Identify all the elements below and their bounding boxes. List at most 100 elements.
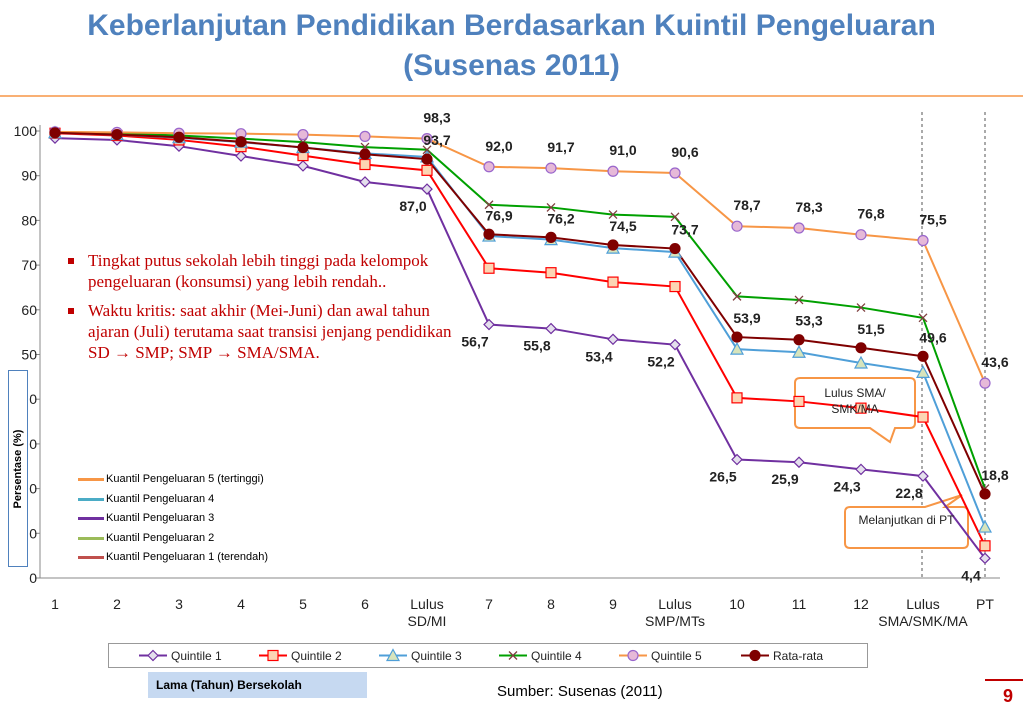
marker: [855, 342, 867, 354]
marker: [855, 402, 867, 414]
data-label: 53,4: [585, 348, 612, 364]
x-tick-label: 8: [547, 596, 555, 612]
marker: [853, 355, 869, 369]
y-tick-label: 50: [21, 347, 37, 363]
data-label: 53,9: [733, 310, 760, 326]
marker: [483, 161, 495, 173]
marker: [731, 453, 743, 466]
series-line: [54, 130, 986, 384]
y-tick-label: 70: [21, 257, 37, 273]
marker: [235, 136, 247, 148]
bullet: Tingkat putus sekolah lebih tinggi pada …: [68, 250, 453, 292]
marker: [979, 377, 991, 389]
data-label: 55,8: [523, 338, 550, 354]
callout: Melanjutkan di PT: [858, 513, 955, 527]
marker: [421, 164, 433, 176]
y-tick-label: 100: [14, 123, 38, 139]
y-tick-label: 0: [29, 481, 37, 497]
marker: [627, 649, 639, 662]
marker: [731, 220, 743, 232]
y-axis-title-box: Persentase (%): [8, 370, 28, 567]
marker: [422, 145, 432, 155]
data-label: 98,3: [423, 110, 450, 126]
data-label: 76,2: [547, 210, 574, 226]
data-label: 49,6: [919, 329, 946, 345]
marker: [359, 158, 371, 171]
data-label: 73,7: [671, 222, 698, 238]
data-label: 53,3: [795, 313, 822, 329]
marker: [545, 231, 557, 243]
series-line: [54, 132, 986, 547]
marker: [749, 649, 761, 662]
x-tick-label: 3: [175, 596, 183, 612]
x-tick-label: 9: [609, 596, 617, 612]
legend-swatch: [78, 556, 104, 560]
x-tick-label: 6: [361, 596, 369, 612]
marker: [979, 552, 991, 565]
marker: [483, 262, 495, 274]
x-tick-label: 1: [51, 596, 59, 612]
x-tick-label: 11: [791, 596, 807, 612]
data-label: 92,0: [485, 138, 512, 154]
callout: Lulus SMA/ SMK/MA: [824, 386, 886, 416]
marker: [732, 291, 742, 301]
marker: [421, 153, 433, 165]
legend-swatch: [78, 497, 104, 501]
data-label: 26,5: [709, 469, 736, 485]
marker: [545, 322, 557, 335]
y-tick-label: 0: [29, 391, 37, 407]
marker: [793, 456, 805, 469]
x-tick-label: 2: [113, 596, 121, 612]
marker: [267, 649, 279, 662]
marker: [545, 162, 557, 174]
data-label: 87,0: [399, 198, 426, 214]
legend-label: Quintile 4: [531, 649, 582, 663]
data-label: 51,5: [857, 321, 884, 337]
y-tick-label: 80: [21, 212, 37, 228]
y-axis-title: Persentase (%): [12, 429, 24, 508]
y-tick-label: 0: [29, 525, 37, 541]
marker: [793, 334, 805, 346]
marker: [729, 341, 745, 355]
legend-label: Kuantil Pengeluaran 4: [106, 492, 215, 505]
legend-swatch: [78, 517, 104, 521]
marker: [297, 141, 309, 154]
marker: [607, 333, 619, 346]
marker: [856, 303, 866, 313]
marker: [607, 165, 619, 177]
data-label: 24,3: [833, 478, 860, 494]
marker: [546, 202, 556, 212]
series-line: [54, 137, 986, 559]
x-tick-label: Lulus SMP/MTs: [645, 596, 705, 629]
legend-item: Kuantil Pengeluaran 1 (terendah): [78, 548, 293, 568]
marker: [111, 128, 123, 141]
marker: [297, 160, 309, 172]
marker: [669, 242, 681, 255]
marker: [977, 519, 993, 533]
series-line: [54, 130, 986, 489]
legend-item: Kuantil Pengeluaran 3: [78, 509, 293, 529]
data-label: 90,6: [671, 144, 698, 160]
marker: [915, 365, 931, 378]
marker: [607, 276, 619, 288]
bullet-list: Tingkat putus sekolah lebih tinggi pada …: [68, 250, 453, 371]
marker: [297, 128, 309, 141]
marker: [917, 350, 929, 362]
y-tick-label: 90: [21, 168, 37, 184]
legend-item: Kuantil Pengeluaran 2: [78, 529, 293, 549]
x-tick-label: 5: [299, 596, 307, 612]
marker: [49, 127, 61, 139]
data-label: 43,6: [981, 354, 1008, 370]
marker: [484, 200, 494, 210]
series-line: [54, 131, 986, 495]
data-label: 74,5: [609, 218, 636, 234]
y-tick-label: 0: [29, 570, 37, 586]
bullet: Waktu kritis: saat akhir (Mei-Juni) dan …: [68, 300, 453, 363]
slide-title: Keberlanjutan Pendidikan Berdasarkan Kui…: [87, 9, 936, 82]
y-tick-label: 60: [21, 302, 37, 318]
marker: [483, 228, 495, 240]
legend-swatch: [78, 536, 104, 540]
callout-shape: [794, 377, 916, 444]
marker: [359, 148, 371, 160]
